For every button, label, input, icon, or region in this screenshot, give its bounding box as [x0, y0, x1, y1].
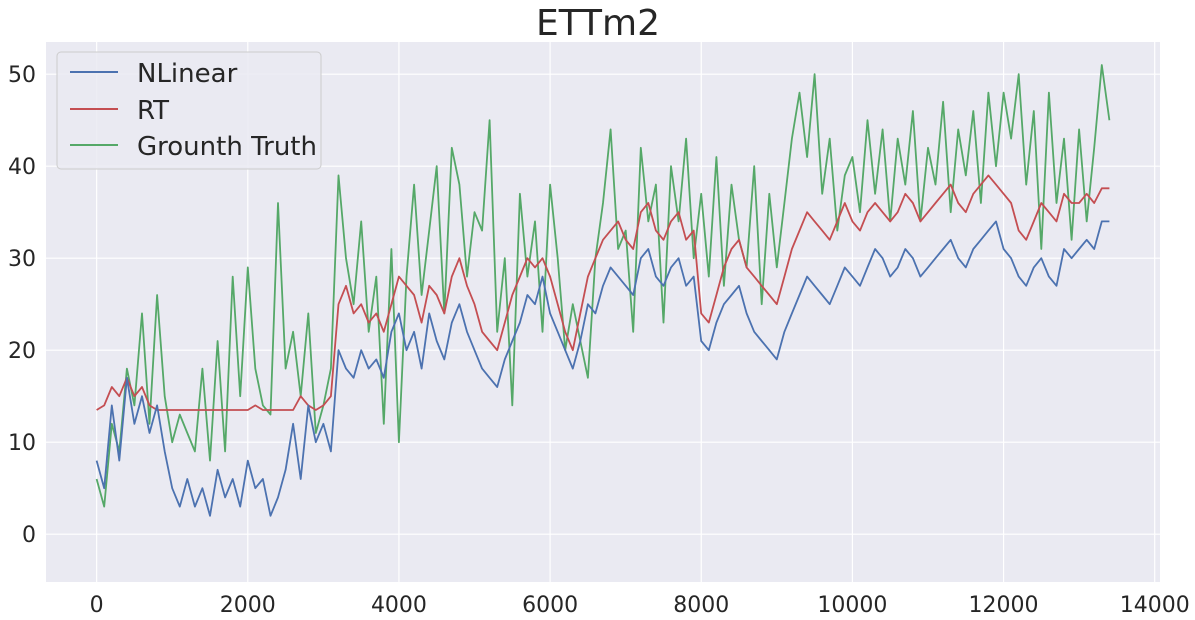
legend-label-ground-truth: Grounth Truth [137, 132, 317, 162]
legend: NLinear RT Grounth Truth [56, 51, 322, 170]
x-tick-label: 8000 [673, 593, 729, 618]
grid [46, 42, 1160, 582]
y-tick-label: 10 [8, 431, 36, 456]
y-tick-label: 30 [8, 247, 36, 272]
y-tick-label: 50 [8, 63, 36, 88]
y-tick-label: 0 [22, 523, 36, 548]
y-tick-label: 20 [8, 339, 36, 364]
x-tick-label: 14000 [1120, 593, 1190, 618]
tick-labels: 0 2000 4000 6000 8000 10000 12000 14000 0 10 20 30 4… [8, 63, 1190, 618]
legend-label-rt: RT [137, 96, 169, 126]
series-line-rt [96, 174, 1110, 411]
x-tick-label: 12000 [969, 593, 1039, 618]
x-tick-label: 4000 [371, 593, 427, 618]
series-line-nlinear [95, 220, 1110, 517]
legend-box [56, 51, 322, 170]
x-tick-label: 2000 [220, 593, 276, 618]
x-tick-label: 6000 [522, 593, 578, 618]
legend-label-nlinear: NLinear [137, 59, 238, 89]
x-tick-label: 0 [90, 593, 104, 618]
series-layer [95, 64, 1111, 517]
x-tick-label: 10000 [817, 593, 887, 618]
y-tick-label: 40 [8, 155, 36, 180]
chart-title: ETTm2 [536, 3, 660, 44]
series-line-grounth-truth [95, 64, 1111, 508]
